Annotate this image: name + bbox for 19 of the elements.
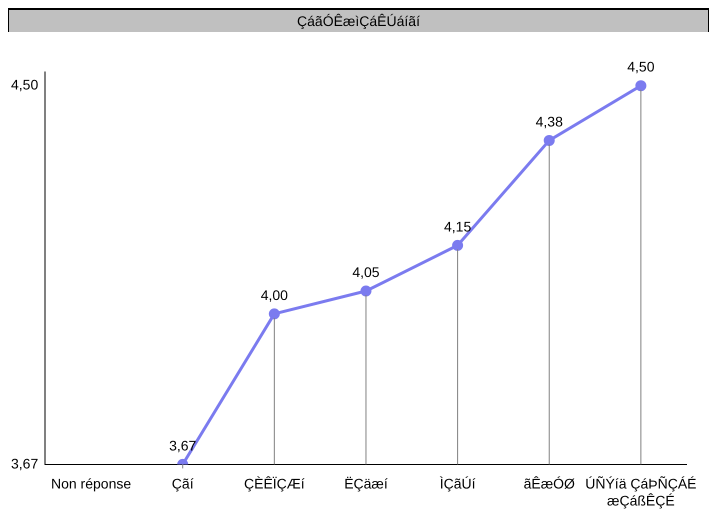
x-tick-label: ÚÑÝíä ÇáÞÑÇÁÉ æÇáßÊÇÉ — [585, 476, 697, 508]
point — [635, 80, 646, 92]
point — [360, 286, 372, 297]
data-label: 4,50 — [627, 58, 655, 75]
data-label: 4,38 — [536, 113, 564, 130]
data-label: 4,00 — [260, 286, 288, 303]
chart-title: ÇáãÓÊæìÇáÊÚáíãí — [8, 8, 709, 32]
x-tick-label: Çãí — [172, 476, 194, 492]
point — [452, 240, 464, 251]
x-tick-label: Non réponse — [50, 476, 132, 492]
data-label: 4,15 — [444, 218, 472, 234]
point — [268, 308, 280, 320]
data-label: 4,05 — [352, 264, 380, 280]
x-tick-label: ÇÈÊÏÇÆí — [244, 476, 305, 492]
point — [544, 134, 555, 146]
data-label: 3,67 — [169, 437, 197, 454]
x-tick-label: ãÊæÓØ — [524, 476, 576, 492]
x-tick-label: ËÇäæí — [344, 476, 388, 492]
x-tick-label: ÌÇãÚí — [440, 476, 476, 492]
